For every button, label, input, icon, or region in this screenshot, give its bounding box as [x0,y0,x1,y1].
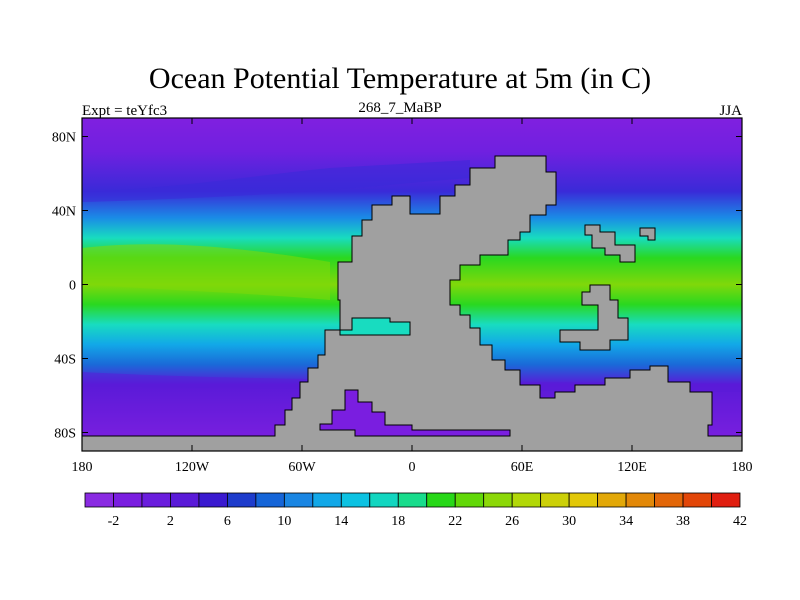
lon-tick-label: 120W [175,460,210,475]
lon-tick-label: 60E [511,460,534,475]
age-label: 268_7_MaBP [358,100,442,116]
seaway-west [339,317,411,336]
colorbar-swatch [397,492,428,508]
colorbar-swatch [454,492,485,508]
colorbar-label: 34 [619,514,633,529]
colorbar-label: 26 [505,514,519,529]
lon-tick-label: 0 [409,460,416,475]
colorbar-label: 38 [676,514,690,529]
colorbar-swatch [84,492,114,508]
colorbar-label: 22 [448,514,462,529]
lat-tick-label: 0 [69,279,76,294]
colorbar-swatch [226,492,257,508]
colorbar-label: 6 [224,514,231,529]
landmass-pangaea [81,155,743,452]
colorbar-swatch [540,492,570,508]
colorbar: -2 2 6 10 14 18 22 26 30 34 38 42 [84,492,747,529]
lon-tick-label: 180 [72,460,93,475]
colorbar-swatch [113,492,143,508]
island-northeast [584,224,636,263]
colorbar-swatch [597,492,627,508]
colorbar-swatch [141,492,171,508]
colorbar-label: 14 [334,514,348,529]
colorbar-label: 18 [391,514,405,529]
longitude-axis: 180 120W 60W 0 60E 120E 180 [72,118,753,475]
colorbar-swatch [511,492,542,508]
latitude-axis: 80N 40N 0 40S 80S [52,131,742,442]
colorbar-swatch [568,492,599,508]
lon-tick-label: 60W [288,460,316,475]
map-panel [81,117,743,452]
lat-tick-label: 40S [54,353,76,368]
colorbar-label: 10 [277,514,291,529]
lat-tick-label: 40N [52,205,76,220]
colorbar-swatch [625,492,655,508]
inland-sea-south [319,389,511,437]
colorbar-swatch [170,492,200,508]
season-label: JJA [719,103,742,119]
colorbar-swatch [312,492,342,508]
colorbar-swatch [711,492,741,508]
lon-tick-label: 180 [732,460,753,475]
colorbar-swatch [426,492,456,508]
colorbar-swatch [255,492,285,508]
colorbar-swatch [283,492,314,508]
colorbar-swatch [654,492,684,508]
colorbar-label: 30 [562,514,576,529]
lat-tick-label: 80N [52,131,76,146]
colorbar-label: 2 [167,514,174,529]
map-title: Ocean Potential Temperature at 5m (in C) [148,62,652,95]
island-east [559,284,629,351]
cold-north-band [82,160,470,202]
colorbar-swatch [369,492,399,508]
island-tethys [639,227,656,241]
warm-pool-pacific [82,244,330,300]
colorbar-label: 42 [733,514,747,529]
colorbar-swatch [198,492,228,508]
colorbar-label: -2 [108,514,120,529]
colorbar-swatch [682,492,712,508]
colorbar-swatch [340,492,371,508]
lat-tick-label: 80S [54,427,76,442]
colorbar-swatch [483,492,513,508]
lon-tick-label: 120E [617,460,647,475]
experiment-label: Expt = teYfc3 [82,103,168,119]
